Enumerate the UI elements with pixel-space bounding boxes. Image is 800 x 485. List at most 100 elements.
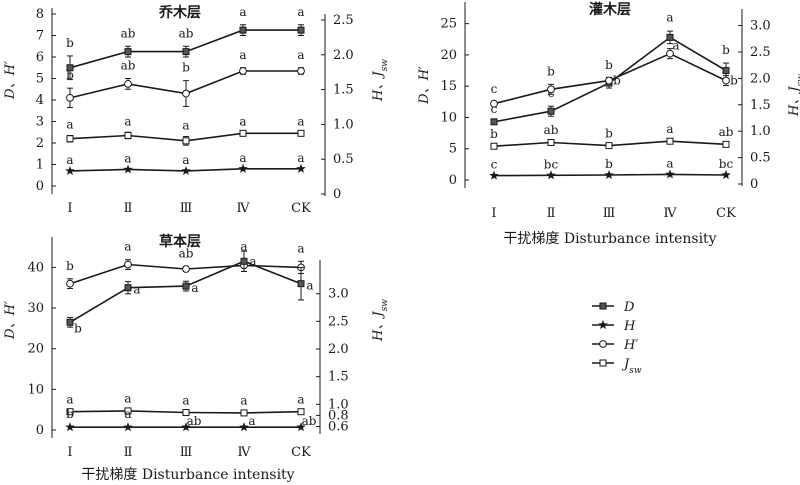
significance-label: b	[66, 259, 74, 273]
significance-label: a	[297, 5, 304, 19]
left-tick-label: 0	[36, 423, 44, 438]
significance-label: b	[730, 74, 738, 88]
data-point	[66, 408, 74, 416]
significance-label: a	[666, 156, 673, 170]
data-point	[490, 99, 498, 108]
significance-label: a	[124, 240, 131, 254]
right-tick-label: 2.0	[750, 71, 771, 86]
legend-marker	[598, 320, 608, 330]
legend-marker	[599, 302, 607, 310]
right-tick-label: 0	[333, 187, 341, 202]
left-axis-label: D、H′	[417, 66, 432, 105]
significance-label: a	[66, 153, 73, 167]
right-tick-label: 0	[750, 177, 758, 192]
data-point	[182, 282, 190, 290]
data-point	[665, 169, 675, 179]
data-point	[604, 170, 614, 180]
chart-title: 灌木层	[589, 1, 631, 18]
data-point	[181, 165, 191, 175]
significance-label: a	[666, 122, 673, 136]
significance-label: a	[297, 241, 304, 255]
data-point	[123, 164, 133, 174]
data-point	[182, 89, 190, 98]
significance-label: a	[124, 151, 131, 165]
significance-label: c	[491, 158, 498, 172]
data-point	[123, 422, 133, 432]
significance-label: a	[240, 394, 247, 408]
significance-label: a	[124, 392, 131, 406]
left-tick-label: 7	[36, 29, 44, 44]
significance-label: a	[66, 117, 73, 131]
x-tick-label: Ⅲ	[180, 201, 193, 216]
significance-label: bc	[544, 157, 559, 171]
right-tick-label: 2.5	[750, 45, 771, 60]
chart-title: 草本层	[159, 233, 201, 250]
right-tick-label: 1.5	[328, 370, 349, 385]
data-point	[66, 318, 74, 326]
significance-label: b	[490, 127, 498, 141]
series-D: bab aba a	[66, 5, 305, 81]
series-D: cc b a b	[490, 10, 730, 126]
data-point	[297, 67, 305, 75]
data-point	[722, 76, 730, 85]
data-point	[66, 135, 74, 143]
left-tick-label: 6	[36, 50, 44, 65]
data-point	[124, 407, 132, 415]
left-tick-label: 0	[449, 173, 457, 188]
data-point	[297, 26, 305, 34]
significance-label: a	[297, 151, 304, 165]
chart-herb-layer: 0 10 20 30 40 0.60.81.0 1.5 2.0 2.5 3.0 Ⅰ Ⅱ Ⅲ Ⅳ CK 草本层 D…	[3, 233, 390, 483]
series-J: b ab b a ab	[490, 122, 734, 150]
significance-label: b	[605, 126, 613, 140]
data-point	[489, 170, 499, 180]
data-point	[722, 140, 730, 148]
significance-label: a	[239, 151, 246, 165]
legend-item-J: Jsw	[592, 357, 642, 376]
data-point	[124, 79, 132, 88]
x-tick-label: Ⅳ	[237, 201, 251, 216]
significance-label: ab	[121, 59, 136, 73]
data-point	[239, 26, 247, 34]
data-point	[490, 118, 498, 126]
significance-label: b	[605, 157, 613, 171]
significance-label: b	[722, 43, 730, 57]
data-point	[666, 33, 674, 41]
right-tick-label: 1.0	[750, 124, 771, 139]
significance-label: b	[182, 61, 190, 75]
data-point	[297, 280, 305, 288]
right-tick-label: 1.0	[333, 117, 354, 132]
left-tick-label: 10	[27, 382, 44, 397]
left-tick-label: 0	[36, 179, 44, 194]
data-point	[124, 48, 132, 56]
legend-marker	[599, 340, 607, 348]
series-H2: b ab b a a	[66, 48, 305, 109]
data-point	[666, 49, 674, 58]
x-tick-label: Ⅱ	[124, 201, 133, 216]
data-point	[124, 284, 132, 292]
left-tick-label: 30	[27, 301, 44, 316]
right-tick-label: 0.6	[328, 419, 349, 434]
right-axis-label: H、Jsw	[787, 74, 800, 117]
significance-label: b	[547, 64, 555, 78]
chart-tree-layer: 0 1 2 3 4 5 6 7 8 0 0.5 1.0 1.5 2.0 2.5 Ⅰ Ⅱ Ⅲ Ⅳ CK 乔木层 D、H′ H、…	[3, 4, 390, 216]
left-tick-label: 8	[36, 7, 44, 22]
significance-label: ab	[179, 26, 194, 40]
data-point	[66, 279, 74, 288]
data-point	[547, 85, 555, 94]
data-point	[66, 64, 74, 72]
significance-label: a	[666, 10, 673, 24]
right-tick-label: 0.5	[750, 151, 771, 166]
significance-label: a	[182, 119, 189, 133]
left-tick-label: 1	[36, 158, 44, 173]
right-tick-label: 2.0	[328, 342, 349, 357]
data-point	[240, 409, 248, 417]
legend-item-H2: H′	[592, 338, 638, 353]
significance-label: a	[240, 239, 247, 253]
significance-label: a	[306, 279, 313, 293]
series-H: c bc b a bc	[489, 156, 733, 180]
data-point	[182, 409, 190, 417]
data-point	[296, 422, 306, 432]
x-tick-label: Ⅳ	[238, 445, 252, 460]
significance-label: a	[297, 114, 304, 128]
